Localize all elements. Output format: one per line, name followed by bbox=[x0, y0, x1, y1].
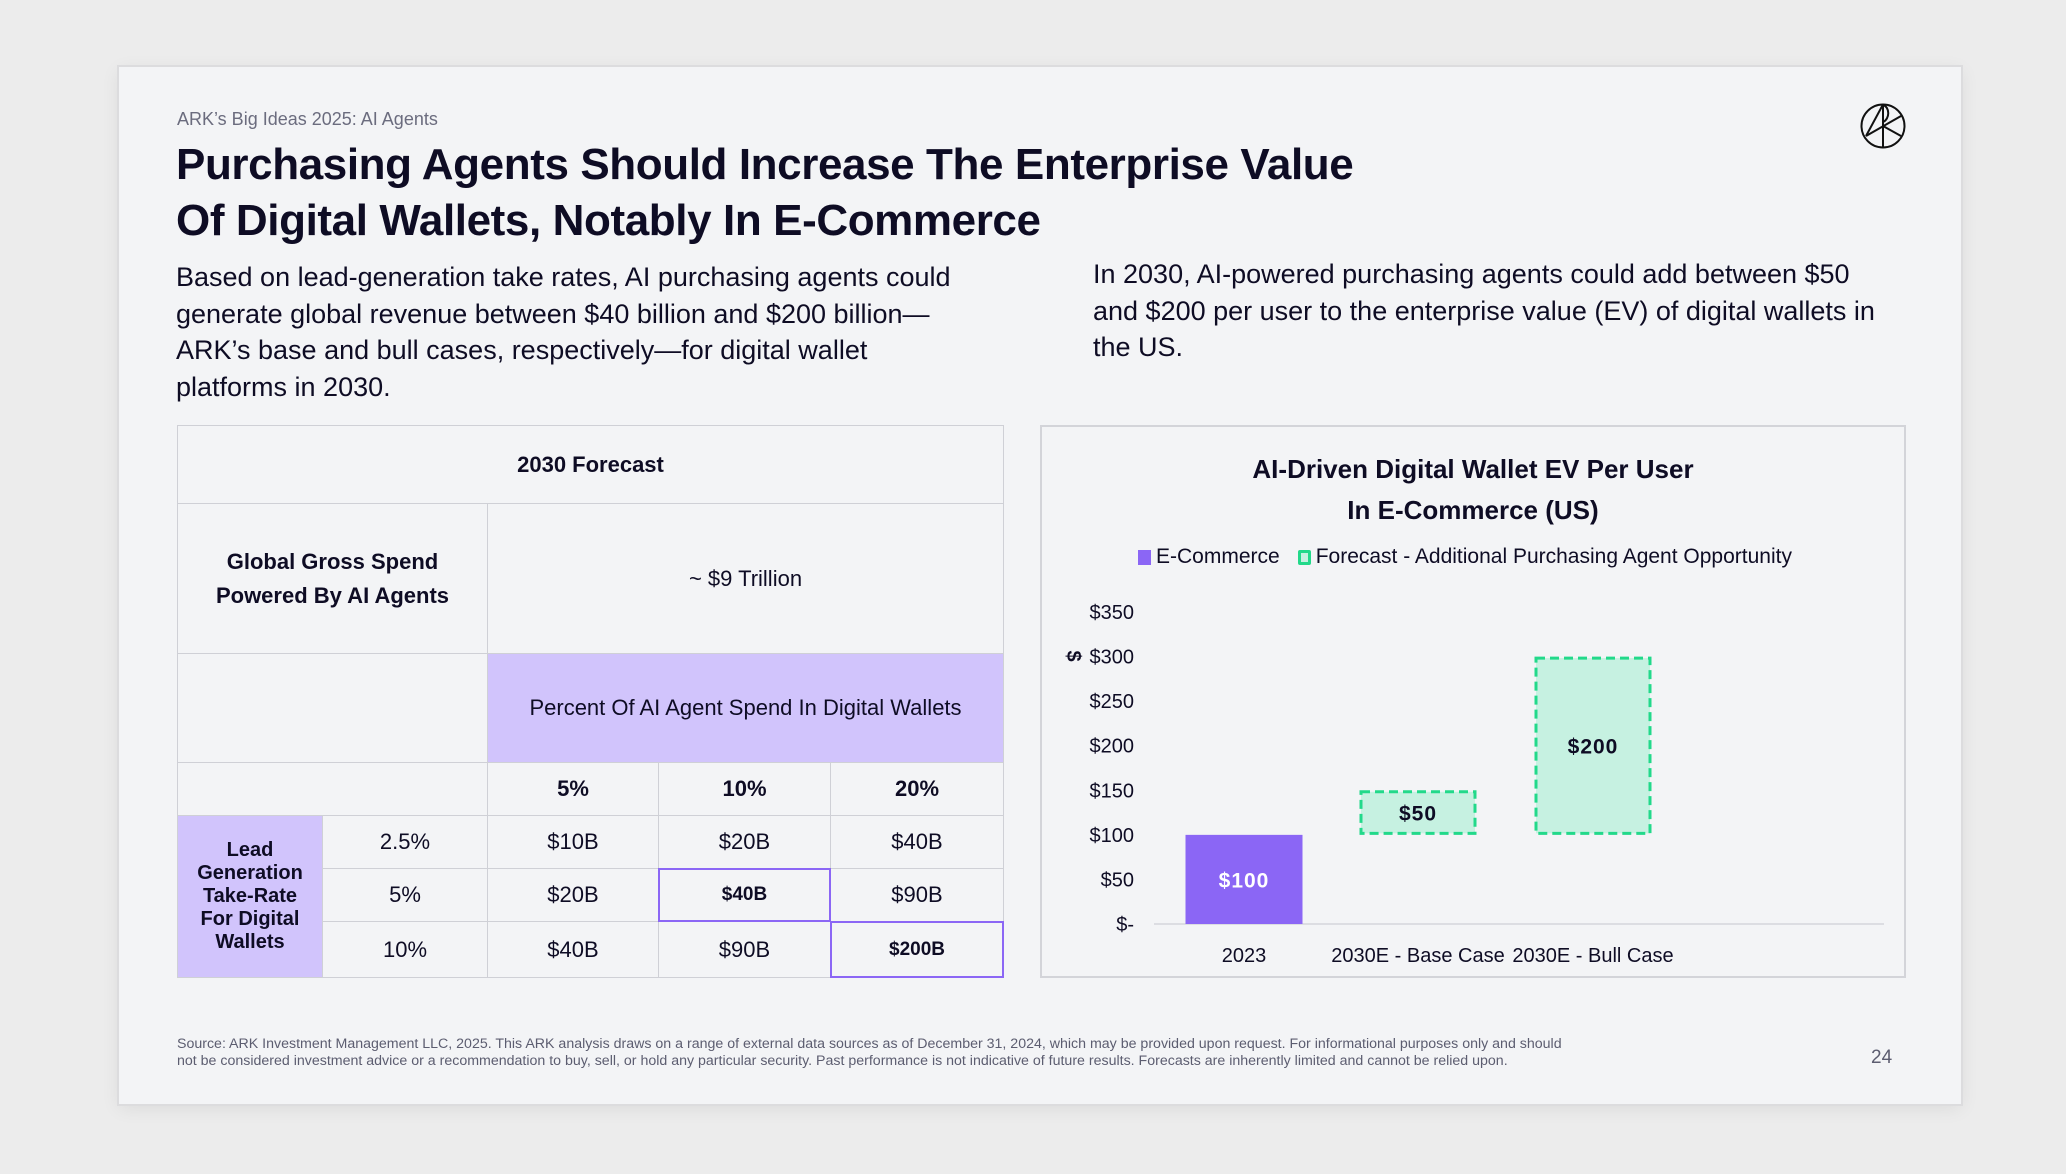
chart-panel: AI-Driven Digital Wallet EV Per User In … bbox=[1040, 425, 1906, 978]
bar-forecast bbox=[1534, 656, 1652, 835]
y-axis-label: $ bbox=[1062, 650, 1084, 661]
table-cell: $20B bbox=[658, 815, 831, 869]
legend-label: Forecast - Additional Purchasing Agent O… bbox=[1315, 545, 1792, 568]
table-cell: $10B bbox=[487, 815, 659, 869]
empty-cell bbox=[177, 653, 488, 763]
y-tick-label: $200 bbox=[1090, 736, 1135, 758]
table-cell: $40B bbox=[830, 815, 1004, 869]
y-tick-label: $50 bbox=[1101, 869, 1134, 891]
chart-title: AI-Driven Digital Wallet EV Per User In … bbox=[1042, 449, 1904, 531]
y-tick-label: $- bbox=[1116, 914, 1134, 936]
row-rate: 2.5% bbox=[322, 815, 488, 869]
chart-plot: $ $- $50 $100 $150 $200 $250 $300 $350 $100 $50 $20… bbox=[1062, 602, 1884, 967]
column-header: 20% bbox=[830, 762, 1004, 816]
source-footnote: Source: ARK Investment Management LLC, 2… bbox=[177, 1036, 1877, 1070]
gross-spend-label: Global Gross Spend Powered By AI Agents bbox=[177, 503, 488, 654]
bar-e-commerce bbox=[1185, 834, 1303, 924]
y-tick-label: $350 bbox=[1090, 602, 1135, 624]
bar-forecast bbox=[1359, 790, 1477, 835]
ark-logo-icon bbox=[1860, 103, 1906, 149]
slide-title-line-1: Purchasing Agents Should Increase The En… bbox=[176, 140, 1354, 189]
intro-right-paragraph: In 2030, AI-powered purchasing agents co… bbox=[1093, 259, 1875, 362]
table-cell-highlighted-bull-case: $200B bbox=[830, 921, 1004, 978]
source-line-2: not be considered investment advice or a… bbox=[177, 1053, 1508, 1069]
row-group-label: Lead Generation Take-Rate For Digital Wa… bbox=[177, 815, 323, 978]
x-tick-label: 2023 bbox=[1222, 945, 1267, 967]
slide-title-line-2: Of Digital Wallets, Notably In E-Commerc… bbox=[176, 196, 1041, 245]
row-rate: 5% bbox=[322, 868, 488, 922]
empty-cell bbox=[177, 762, 488, 816]
table-title: 2030 Forecast bbox=[177, 425, 1004, 504]
table-cell: $90B bbox=[658, 921, 831, 978]
chart-title-line-1: AI-Driven Digital Wallet EV Per User bbox=[1252, 454, 1694, 484]
percent-header: Percent Of AI Agent Spend In Digital Wal… bbox=[487, 653, 1004, 763]
legend-swatch-green-dashed bbox=[1297, 549, 1311, 565]
row-rate: 10% bbox=[322, 921, 488, 978]
column-header: 5% bbox=[487, 762, 659, 816]
legend-item-forecast: Forecast - Additional Purchasing Agent O… bbox=[1297, 545, 1792, 569]
slide-title: Purchasing Agents Should Increase The En… bbox=[176, 137, 1476, 249]
bar-data-label: $200 bbox=[1568, 736, 1619, 759]
column-header: 10% bbox=[658, 762, 831, 816]
slide-kicker: ARK’s Big Ideas 2025: AI Agents bbox=[177, 109, 438, 129]
legend-swatch-purple bbox=[1138, 549, 1151, 565]
y-tick-label: $100 bbox=[1090, 825, 1135, 847]
x-tick-label: 2030E - Bull Case bbox=[1512, 945, 1673, 967]
chart-title-line-2: In E-Commerce (US) bbox=[1347, 495, 1599, 525]
table-cell-highlighted-base-case: $40B bbox=[658, 868, 831, 922]
chart-legend: E-Commerce Forecast - Additional Purchas… bbox=[1138, 545, 1810, 569]
table-cell: $20B bbox=[487, 868, 659, 922]
table-cell: $40B bbox=[487, 921, 659, 978]
legend-item-e-commerce: E-Commerce bbox=[1138, 545, 1280, 569]
bar-data-label: $50 bbox=[1399, 803, 1437, 826]
intro-left-paragraph: Based on lead-generation take rates, AI … bbox=[176, 262, 951, 402]
gross-spend-value: ~ $9 Trillion bbox=[487, 503, 1004, 654]
y-tick-label: $250 bbox=[1090, 691, 1135, 713]
source-line-1: Source: ARK Investment Management LLC, 2… bbox=[177, 1036, 1562, 1052]
y-tick-label: $300 bbox=[1090, 647, 1135, 669]
forecast-table: 2030 Forecast Global Gross Spend Powered… bbox=[177, 425, 1004, 978]
bar-data-label: $100 bbox=[1219, 869, 1270, 892]
table-cell: $90B bbox=[830, 868, 1004, 922]
page-number: 24 bbox=[1871, 1047, 1893, 1068]
y-tick-label: $150 bbox=[1090, 780, 1135, 802]
legend-label: E-Commerce bbox=[1156, 545, 1280, 568]
slide: ARK’s Big Ideas 2025: AI Agents Purchasi… bbox=[119, 67, 1961, 1104]
x-tick-label: 2030E - Base Case bbox=[1331, 945, 1504, 967]
